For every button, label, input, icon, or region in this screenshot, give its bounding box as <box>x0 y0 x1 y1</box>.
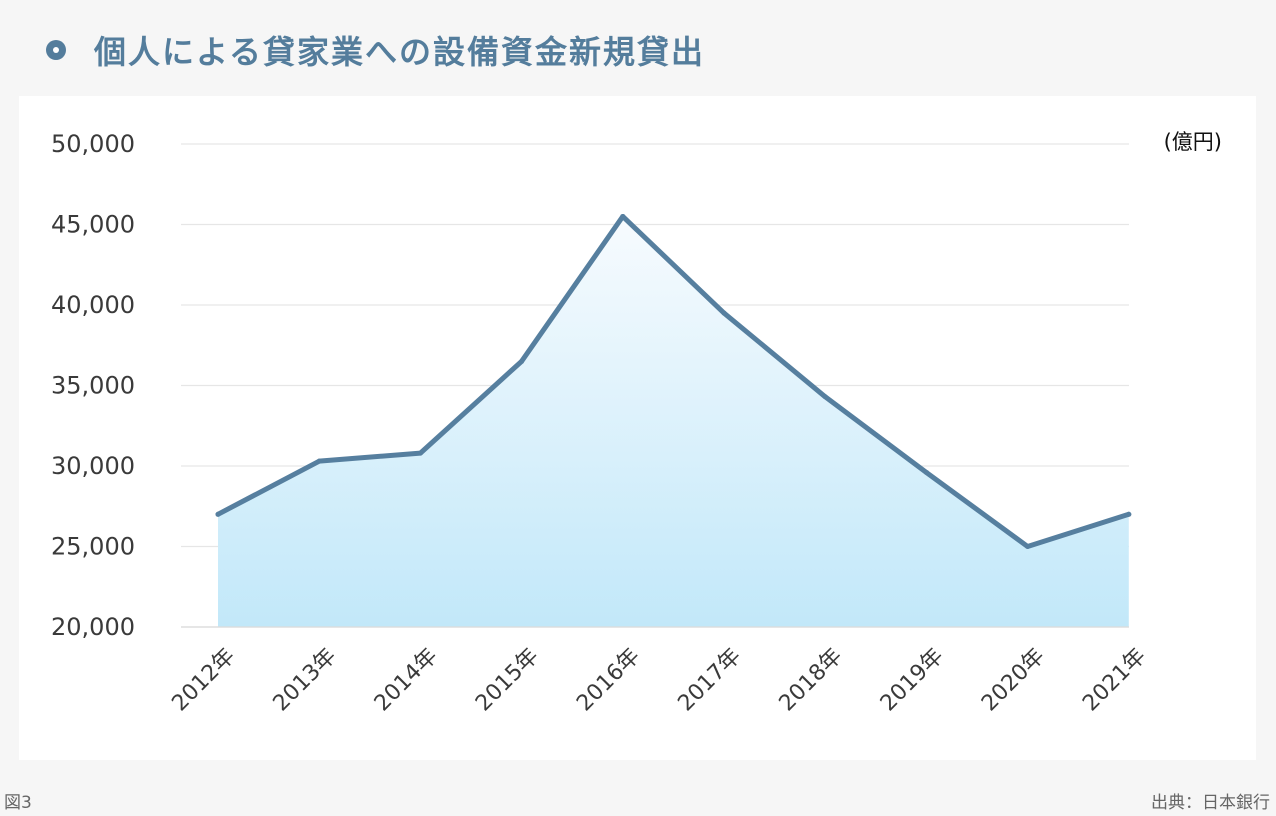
figure-label: 図3 <box>4 793 32 813</box>
x-tick-label: 2021年 <box>1078 644 1151 717</box>
x-tick-label: 2014年 <box>370 644 443 717</box>
y-tick-label: 20,000 <box>51 613 135 641</box>
y-tick-label: 30,000 <box>51 452 135 480</box>
x-tick-label: 2016年 <box>572 644 645 717</box>
y-unit-label: (億円) <box>1164 130 1222 154</box>
x-axis-ticks: 2012年 2013年 2014年 2015年 2016年 2017年 2018年 2019年… <box>167 644 1151 717</box>
data-point <box>923 469 929 475</box>
y-tick-label: 50,000 <box>51 130 135 158</box>
x-tick-label: 2013年 <box>269 644 342 717</box>
area-chart: 20,000 25,000 30,000 35,000 40,000 45,000 50,0… <box>51 130 1222 717</box>
x-tick-label: 2019年 <box>876 644 949 717</box>
chart-panel: 20,000 25,000 30,000 35,000 40,000 45,000 50,0… <box>19 96 1256 760</box>
data-point <box>316 458 322 464</box>
data-point <box>1025 544 1031 549</box>
data-point <box>417 450 423 456</box>
data-point <box>215 511 221 517</box>
data-point <box>721 310 727 316</box>
data-point <box>519 358 525 364</box>
source-credit: 出典：日本銀行 <box>1151 793 1270 813</box>
data-point <box>822 394 828 400</box>
x-tick-label: 2018年 <box>775 644 848 717</box>
series-area <box>218 216 1129 627</box>
data-point <box>620 213 626 219</box>
data-point <box>1126 511 1132 517</box>
y-axis-ticks: 20,000 25,000 30,000 35,000 40,000 45,000 50,0… <box>51 130 135 641</box>
y-tick-label: 35,000 <box>51 372 135 400</box>
x-tick-label: 2012年 <box>167 644 240 717</box>
bullet-icon <box>46 40 66 60</box>
series-line <box>215 213 1132 549</box>
y-tick-label: 25,000 <box>51 533 135 561</box>
line-layer <box>215 213 1132 549</box>
x-tick-label: 2020年 <box>977 644 1050 717</box>
y-tick-label: 45,000 <box>51 211 135 239</box>
y-tick-label: 40,000 <box>51 291 135 319</box>
x-tick-label: 2017年 <box>673 644 746 717</box>
chart-title: 個人による貸家業への設備資金新規貸出 <box>94 33 706 71</box>
area-layer <box>181 216 1129 628</box>
chart-title-row: 個人による貸家業への設備資金新規貸出 <box>46 24 705 76</box>
x-tick-label: 2015年 <box>471 644 544 717</box>
